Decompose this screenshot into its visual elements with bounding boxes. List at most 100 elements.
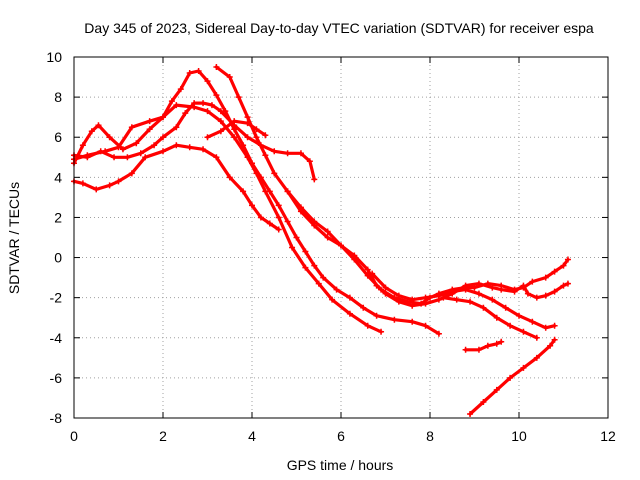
data-point	[262, 152, 269, 159]
data-point	[173, 102, 180, 109]
data-point	[137, 150, 144, 157]
data-point	[462, 346, 469, 353]
data-point	[484, 342, 491, 349]
data-point	[533, 294, 540, 301]
data-point	[564, 256, 571, 263]
series-track-8	[369, 270, 558, 331]
data-point	[324, 228, 331, 235]
axis-ticks	[73, 56, 609, 419]
data-point	[475, 280, 482, 287]
data-point	[275, 214, 282, 221]
y-tick-label: -4	[50, 330, 63, 346]
data-point	[106, 182, 113, 189]
data-point	[360, 304, 367, 311]
y-tick-label: 2	[54, 209, 62, 225]
data-point	[493, 340, 500, 347]
y-tick-label: 0	[54, 250, 62, 266]
series-trace	[72, 103, 383, 334]
data-point	[373, 312, 380, 319]
data-point	[88, 128, 95, 135]
data-point	[507, 322, 514, 329]
data-point	[128, 124, 135, 131]
data-point	[142, 154, 149, 161]
data-point	[529, 278, 536, 285]
data-point	[302, 248, 309, 255]
data-point	[551, 336, 558, 343]
data-point	[240, 142, 247, 149]
data-point	[551, 288, 558, 295]
data-point	[84, 154, 91, 161]
data-point	[151, 142, 158, 149]
data-point	[520, 282, 527, 289]
data-point	[333, 286, 340, 293]
series-track-2	[71, 142, 282, 233]
x-tick-labels: 0 2 4 6 8 10 12	[70, 428, 616, 444]
data-point	[475, 290, 482, 297]
data-point	[306, 158, 313, 165]
data-point	[182, 110, 189, 117]
data-point	[462, 286, 469, 293]
series-trace	[286, 189, 570, 308]
data-point	[119, 146, 126, 153]
data-point	[284, 188, 291, 195]
series-track-10	[462, 338, 505, 353]
data-point	[346, 294, 353, 301]
data-point	[244, 134, 251, 141]
y-tick-label: -8	[50, 410, 63, 426]
data-point	[231, 134, 238, 141]
data-point	[257, 174, 264, 181]
series-track-6	[204, 118, 269, 141]
data-point	[373, 282, 380, 289]
data-point	[289, 244, 296, 251]
y-tick-label: -2	[50, 290, 63, 306]
data-point	[395, 298, 402, 305]
data-point	[213, 92, 220, 99]
data-point	[284, 218, 291, 225]
data-point	[200, 100, 207, 107]
data-point	[369, 270, 376, 277]
data-point	[320, 274, 327, 281]
data-point	[93, 186, 100, 193]
data-point	[235, 94, 242, 101]
y-tick-label: 6	[54, 129, 62, 145]
data-point	[395, 292, 402, 299]
x-tick-label: 12	[600, 428, 616, 444]
data-point	[489, 296, 496, 303]
data-point	[440, 294, 447, 301]
data-point	[79, 142, 86, 149]
data-point	[449, 288, 456, 295]
data-point	[111, 154, 118, 161]
data-point	[467, 410, 474, 417]
y-tick-label: 4	[54, 169, 62, 185]
data-point	[422, 322, 429, 329]
data-point	[204, 134, 211, 141]
series-track-4	[71, 100, 318, 183]
data-point	[480, 398, 487, 405]
data-point	[311, 262, 318, 269]
data-point	[115, 178, 122, 185]
series-track-11	[467, 336, 558, 417]
data-point	[97, 148, 104, 155]
series-track-1	[71, 102, 385, 335]
y-tick-labels: -8 -6 -4 -2 0 2 4 6 8 10	[46, 49, 62, 426]
data-point	[297, 150, 304, 157]
data-point	[529, 318, 536, 325]
data-point	[204, 78, 211, 85]
data-point	[409, 296, 416, 303]
y-tick-label: 10	[46, 49, 62, 65]
data-point	[422, 300, 429, 307]
data-point	[186, 144, 193, 151]
data-point	[271, 148, 278, 155]
data-point	[311, 176, 318, 183]
data-point	[302, 264, 309, 271]
series-track-7	[284, 188, 571, 309]
data-point	[217, 128, 224, 135]
data-point	[160, 134, 166, 141]
data-point	[297, 208, 304, 215]
data-point	[378, 328, 385, 335]
data-point	[195, 68, 202, 75]
data-point	[551, 322, 558, 329]
data-point	[213, 64, 220, 71]
x-tick-label: 6	[337, 428, 345, 444]
